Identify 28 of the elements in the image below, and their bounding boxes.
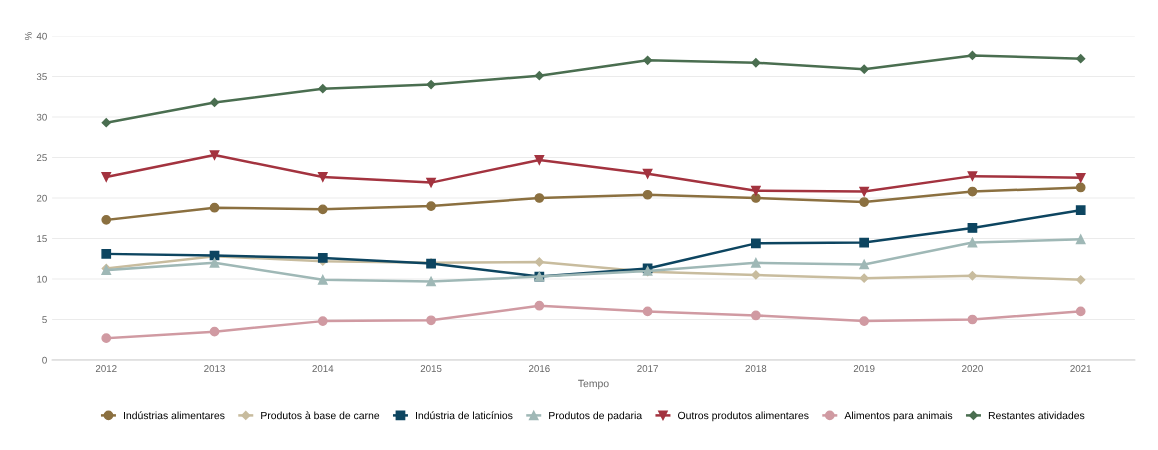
x-tick-label: 2017 (637, 365, 658, 372)
x-axis-title: Tempo (578, 379, 609, 390)
y-tick-label: 35 (36, 73, 47, 81)
x-tick-label: 2016 (529, 365, 550, 372)
y-tick-label: 0 (42, 356, 47, 364)
x-tick-label: 2020 (962, 365, 983, 372)
x-tick-label: 2012 (95, 365, 117, 372)
legend-label: Produtos à base de carne (261, 411, 380, 420)
y-tick-label: 25 (36, 154, 47, 162)
y-tick-label: 40 (36, 32, 47, 40)
x-tick-label: 2021 (1070, 365, 1092, 372)
x-tick-label: 2018 (745, 365, 767, 372)
legend-label: Restantes atividades (988, 411, 1085, 420)
legend-label: Indústria de laticínios (416, 411, 513, 420)
legend-label: Produtos de padaria (549, 411, 643, 422)
y-tick-label: 5 (42, 316, 47, 324)
legend-label: Indústrias alimentares (124, 411, 225, 420)
legend-label: Alimentos para animais (844, 411, 953, 422)
y-tick-label: 15 (37, 235, 47, 243)
x-tick-label: 2013 (204, 365, 225, 372)
y-axis-title: % (24, 32, 32, 40)
y-tick-label: 20 (36, 194, 47, 202)
x-tick-label: 2015 (420, 365, 442, 372)
y-tick-label: 30 (36, 113, 47, 121)
x-tick-label: 2019 (853, 365, 875, 372)
y-tick-label: 10 (37, 275, 47, 283)
x-tick-label: 2014 (312, 365, 334, 372)
legend-label: Outros produtos alimentares (678, 411, 809, 422)
